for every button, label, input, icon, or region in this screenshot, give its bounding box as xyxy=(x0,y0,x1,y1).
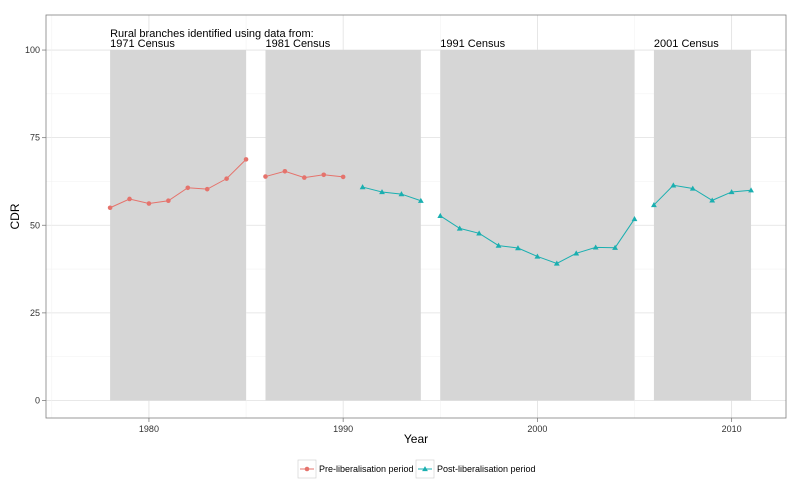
data-point xyxy=(263,174,268,179)
x-axis-title: Year xyxy=(404,432,428,446)
data-point xyxy=(670,182,677,188)
census-label: 2001 Census xyxy=(654,38,719,50)
data-point xyxy=(146,201,152,206)
data-point xyxy=(612,244,618,250)
data-point xyxy=(515,245,521,251)
x-axis: 1980 1990 2000 2010 xyxy=(139,418,742,434)
legend-item-pre: Pre-liberalisation period xyxy=(297,459,414,479)
x-tick-label: 2000 xyxy=(527,424,547,434)
legend-label: Post-liberalisation period xyxy=(437,464,536,474)
data-point xyxy=(534,253,541,259)
data-point xyxy=(321,172,327,178)
series-pre xyxy=(107,157,346,211)
data-point xyxy=(709,197,716,203)
series-post xyxy=(359,182,754,266)
data-point xyxy=(573,250,580,256)
data-point xyxy=(282,168,288,174)
data-point xyxy=(592,244,599,250)
data-point xyxy=(204,186,210,192)
y-tick-label: 100 xyxy=(25,45,40,55)
data-point xyxy=(437,212,444,218)
x-tick-label: 1980 xyxy=(139,424,159,434)
legend-item-post: Post-liberalisation period xyxy=(415,459,536,479)
y-tick-label: 50 xyxy=(30,220,40,230)
plot-panel: Rural branches identified using data fro… xyxy=(45,14,787,419)
series-line xyxy=(109,159,247,209)
data-point xyxy=(224,176,229,181)
census-annotations: Rural branches identified using data fro… xyxy=(110,28,719,50)
series-line xyxy=(362,186,422,202)
census-bands xyxy=(110,50,752,401)
y-axis-title: CDR xyxy=(8,203,22,229)
data-point xyxy=(417,197,424,203)
data-point xyxy=(689,185,696,191)
census-band xyxy=(440,50,635,401)
data-point xyxy=(728,189,735,195)
series-line xyxy=(653,184,752,206)
data-point xyxy=(185,185,191,191)
census-band xyxy=(265,50,421,401)
data-point xyxy=(243,157,249,162)
y-tick-label: 25 xyxy=(30,308,40,318)
data-point xyxy=(302,175,307,180)
data-point xyxy=(495,242,502,248)
data-point xyxy=(340,174,346,180)
data-point xyxy=(379,189,385,195)
census-label: 1981 Census xyxy=(265,38,330,50)
census-label: 1991 Census xyxy=(440,38,505,50)
x-tick-label: 1990 xyxy=(333,424,353,434)
data-point xyxy=(456,225,463,231)
annotation-header: Rural branches identified using data fro… xyxy=(110,28,314,40)
data-point xyxy=(476,230,483,236)
data-point xyxy=(127,196,132,202)
data-series xyxy=(107,157,754,266)
data-point xyxy=(422,466,428,472)
data-point xyxy=(553,260,560,266)
y-tick-label: 75 xyxy=(30,133,40,143)
panel-border xyxy=(45,14,787,419)
legend: Pre-liberalisation period Post-liberalisa… xyxy=(297,459,536,479)
data-point xyxy=(398,191,405,197)
data-point xyxy=(107,205,113,211)
data-point xyxy=(651,202,657,208)
x-tick-label: 2010 xyxy=(722,424,742,434)
data-point xyxy=(748,187,754,193)
data-point xyxy=(166,198,171,204)
data-point xyxy=(359,184,366,190)
census-label: 1971 Census xyxy=(110,38,175,50)
data-point xyxy=(631,216,638,222)
data-point xyxy=(304,466,310,472)
y-axis: 0 25 50 75 100 xyxy=(25,45,46,405)
y-tick-label: 0 xyxy=(35,395,40,405)
legend-label: Pre-liberalisation period xyxy=(319,464,414,474)
census-band xyxy=(110,50,247,401)
census-band xyxy=(653,50,752,401)
